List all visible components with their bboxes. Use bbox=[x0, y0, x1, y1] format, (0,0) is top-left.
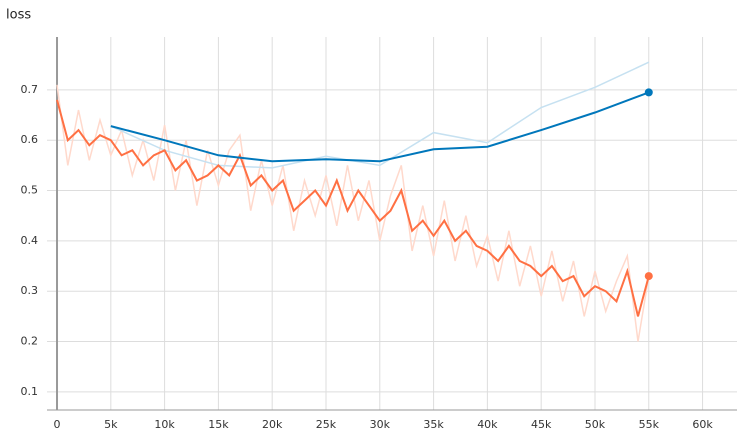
x-tick-label: 30k bbox=[370, 418, 391, 431]
x-tick-label: 50k bbox=[585, 418, 606, 431]
x-tick-label: 20k bbox=[262, 418, 283, 431]
x-tick-label: 55k bbox=[639, 418, 660, 431]
x-tick-label: 10k bbox=[154, 418, 175, 431]
series-line bbox=[56, 84, 650, 342]
x-tick-label: 5k bbox=[104, 418, 118, 431]
series-line bbox=[110, 61, 650, 169]
y-tick-label: 0.1 bbox=[21, 385, 39, 398]
series-line bbox=[110, 91, 650, 163]
last-point bbox=[644, 88, 653, 97]
y-tick-label: 0.4 bbox=[21, 234, 39, 247]
x-tick-label: 15k bbox=[208, 418, 229, 431]
y-tick-label: 0.2 bbox=[21, 335, 39, 348]
y-tick-label: 0.3 bbox=[21, 284, 39, 297]
x-tick-label: 25k bbox=[316, 418, 337, 431]
x-tick-label: 35k bbox=[423, 418, 444, 431]
y-tick-label: 0.5 bbox=[21, 184, 39, 197]
x-tick-label: 60k bbox=[692, 418, 713, 431]
x-tick-label: 40k bbox=[477, 418, 498, 431]
chart-title: loss bbox=[6, 8, 31, 23]
last-point bbox=[644, 272, 653, 281]
y-tick-label: 0.6 bbox=[21, 133, 39, 146]
series-line bbox=[56, 99, 650, 317]
y-tick-label: 0.7 bbox=[21, 83, 39, 96]
x-tick-label: 0 bbox=[54, 418, 61, 431]
x-tick-label: 45k bbox=[531, 418, 552, 431]
